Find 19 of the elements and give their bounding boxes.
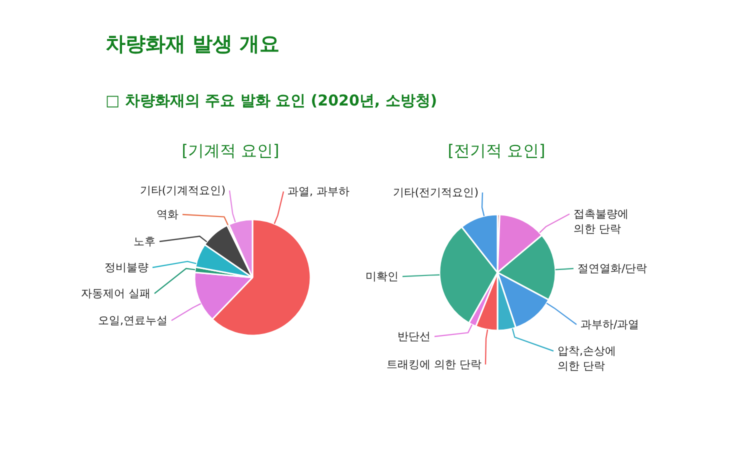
slice-label: 기타(기계적요인)	[140, 184, 226, 197]
slice-label: 반단선	[398, 330, 430, 343]
text: □ 차량화재의 주요 발화 요인 (2020년, 소방청)	[106, 92, 438, 110]
slice-label: 역화	[156, 208, 178, 221]
slice-label: 과열, 과부하	[288, 185, 350, 198]
slice-label: 오일,연료누설	[98, 314, 168, 327]
chart-title: [전기적 요인]	[448, 141, 546, 160]
slice-label: 과부하/과열	[580, 318, 640, 331]
slice-label: 자동제어 실패	[81, 287, 151, 300]
slice-label: 압착,손상에 의한 단락	[558, 344, 616, 372]
slice-label: 기타(전기적요인)	[392, 186, 479, 199]
text: 차량화재 발생 개요	[106, 32, 280, 56]
slice-label: 미확인	[366, 270, 398, 283]
slice-label: 정비불량	[104, 261, 148, 274]
slice-label: 접촉불량에 의한 단락	[574, 208, 628, 236]
chart-title: [기계적 요인]	[182, 141, 280, 160]
slice-label: 절연열화/단락	[578, 262, 648, 275]
slice-label: 트래킹에 의한 단락	[386, 358, 482, 371]
slice-label: 노후	[134, 235, 156, 248]
